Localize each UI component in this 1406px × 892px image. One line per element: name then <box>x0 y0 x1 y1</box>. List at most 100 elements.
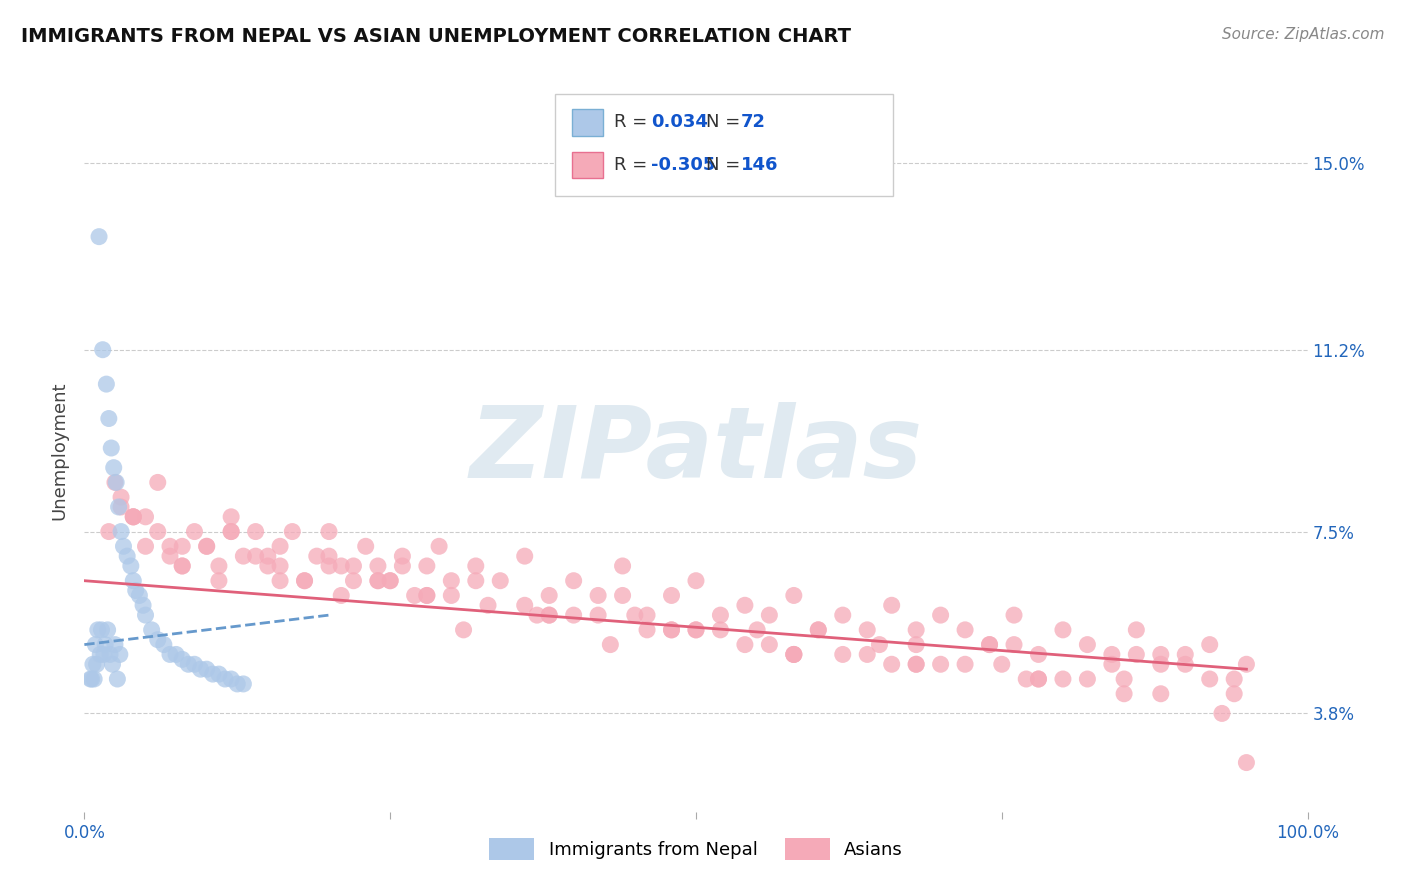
Point <box>257 558 280 573</box>
Point <box>586 589 609 603</box>
Point <box>1150 687 1173 701</box>
Point <box>165 648 187 662</box>
Point <box>991 657 1014 672</box>
Point <box>87 229 110 244</box>
Point <box>1101 648 1123 662</box>
Point <box>107 500 129 514</box>
Text: N =: N = <box>706 113 745 131</box>
Point <box>122 509 145 524</box>
Point <box>159 648 181 662</box>
Point <box>1236 756 1258 770</box>
Point <box>929 657 952 672</box>
Point <box>685 574 707 588</box>
Point <box>526 608 548 623</box>
Text: 146: 146 <box>741 156 779 174</box>
Point <box>135 608 157 623</box>
Point <box>586 608 609 623</box>
Point <box>489 574 512 588</box>
Point <box>97 524 120 539</box>
Point <box>1211 706 1233 721</box>
Point <box>84 638 107 652</box>
Point <box>1114 687 1136 701</box>
Text: -0.305: -0.305 <box>651 156 716 174</box>
Point <box>100 441 122 455</box>
Point <box>110 524 132 539</box>
Point <box>905 657 928 672</box>
Point <box>108 648 131 662</box>
Point <box>318 524 340 539</box>
Point <box>538 589 561 603</box>
Point <box>1052 672 1074 686</box>
Point <box>979 638 1001 652</box>
Point <box>318 558 340 573</box>
Point <box>104 638 127 652</box>
Point <box>93 648 115 662</box>
Text: 72: 72 <box>741 113 766 131</box>
Text: ZIPatlas: ZIPatlas <box>470 402 922 499</box>
Text: Source: ZipAtlas.com: Source: ZipAtlas.com <box>1222 27 1385 42</box>
Point <box>734 638 756 652</box>
Point <box>464 574 486 588</box>
Point <box>96 377 118 392</box>
Point <box>905 638 928 652</box>
Point <box>1002 638 1025 652</box>
Point <box>269 574 291 588</box>
Text: R =: R = <box>614 113 654 131</box>
Point <box>1174 657 1197 672</box>
Point <box>87 623 110 637</box>
Point <box>232 677 254 691</box>
Point <box>82 657 104 672</box>
Point <box>856 623 879 637</box>
Point <box>195 662 218 676</box>
Point <box>122 509 145 524</box>
Point <box>1028 672 1050 686</box>
Point <box>177 657 200 672</box>
Point <box>367 558 389 573</box>
Point <box>856 648 879 662</box>
Point <box>380 574 402 588</box>
Point <box>219 509 242 524</box>
Point <box>1076 638 1098 652</box>
Point <box>624 608 647 623</box>
Point <box>330 558 353 573</box>
Point <box>747 623 769 637</box>
Point <box>195 539 218 553</box>
Point <box>183 524 205 539</box>
Point <box>128 589 150 603</box>
Point <box>104 475 127 490</box>
Point <box>294 574 316 588</box>
Point <box>103 460 125 475</box>
Point <box>807 623 830 637</box>
Point <box>318 549 340 563</box>
Point <box>440 574 463 588</box>
Point <box>416 589 439 603</box>
Point <box>195 539 218 553</box>
Point <box>354 539 377 553</box>
Point <box>599 638 621 652</box>
Text: IMMIGRANTS FROM NEPAL VS ASIAN UNEMPLOYMENT CORRELATION CHART: IMMIGRANTS FROM NEPAL VS ASIAN UNEMPLOYM… <box>21 27 851 45</box>
Point <box>416 589 439 603</box>
Text: N =: N = <box>706 156 745 174</box>
Point <box>219 672 242 686</box>
Point <box>159 549 181 563</box>
Point <box>1028 648 1050 662</box>
Point <box>115 549 138 563</box>
Point <box>685 623 707 637</box>
Point <box>98 648 121 662</box>
Point <box>1150 648 1173 662</box>
Point <box>661 623 683 637</box>
Point <box>101 657 124 672</box>
Point <box>880 657 903 672</box>
Point <box>342 574 364 588</box>
Point <box>172 539 194 553</box>
Point <box>110 490 132 504</box>
Point <box>709 623 731 637</box>
Point <box>257 549 280 563</box>
Text: R =: R = <box>614 156 654 174</box>
Point <box>219 524 242 539</box>
Point <box>1114 672 1136 686</box>
Point <box>120 558 142 573</box>
Point <box>83 672 105 686</box>
Point <box>97 411 120 425</box>
Point <box>391 549 413 563</box>
